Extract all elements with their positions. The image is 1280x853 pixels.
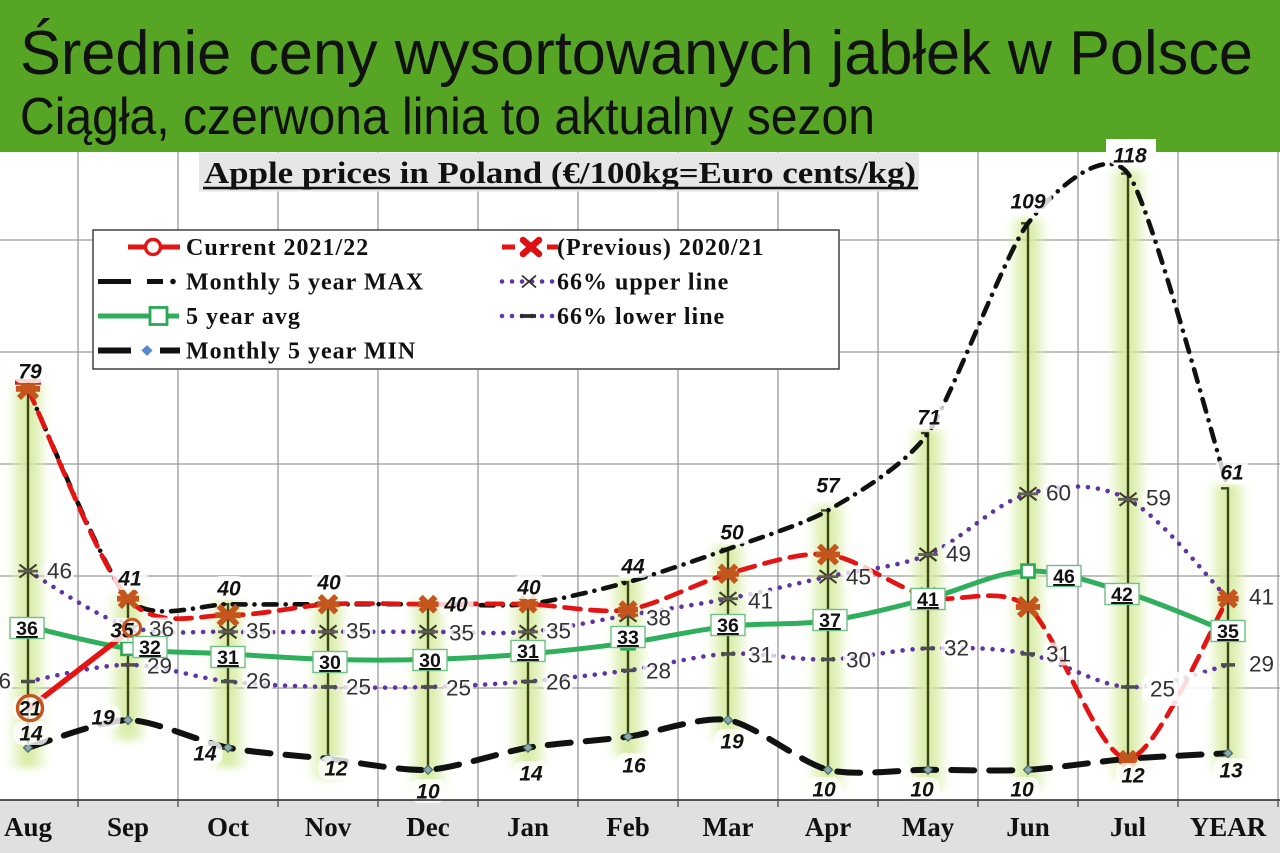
svg-text:40: 40 — [443, 594, 468, 617]
svg-text:12: 12 — [324, 758, 348, 781]
svg-text:Apple prices in Poland (€/100k: Apple prices in Poland (€/100kg=Euro cen… — [204, 155, 916, 190]
svg-text:25: 25 — [1150, 677, 1175, 702]
svg-text:109: 109 — [1010, 191, 1045, 214]
svg-text:40: 40 — [316, 572, 341, 595]
svg-text:10: 10 — [416, 781, 440, 804]
svg-text:26: 26 — [546, 670, 571, 695]
svg-text:31: 31 — [217, 647, 239, 669]
svg-text:10: 10 — [1010, 779, 1034, 802]
svg-text:19: 19 — [720, 731, 744, 754]
svg-text:60: 60 — [1046, 481, 1071, 506]
svg-text:46: 46 — [1053, 566, 1075, 588]
svg-text:5 year avg: 5 year avg — [186, 304, 301, 330]
svg-text:31: 31 — [517, 641, 539, 663]
svg-text:118: 118 — [1113, 145, 1147, 168]
svg-text:Oct: Oct — [207, 812, 249, 842]
svg-text:46: 46 — [47, 559, 72, 584]
svg-text:40: 40 — [216, 578, 241, 601]
svg-text:31: 31 — [1046, 642, 1071, 667]
svg-text:36: 36 — [717, 615, 739, 637]
svg-text:Sep: Sep — [107, 812, 149, 842]
svg-text:Mar: Mar — [703, 812, 754, 842]
svg-text:32: 32 — [139, 637, 161, 659]
svg-text:35: 35 — [110, 620, 134, 643]
svg-text:38: 38 — [646, 606, 671, 631]
svg-text:26: 26 — [246, 669, 271, 694]
svg-text:29: 29 — [1249, 652, 1274, 677]
svg-text:May: May — [902, 812, 955, 842]
svg-text:Monthly 5 year MIN: Monthly 5 year MIN — [186, 339, 416, 365]
svg-text:35: 35 — [449, 621, 474, 646]
svg-text:42: 42 — [1111, 584, 1133, 606]
svg-text:Aug: Aug — [4, 812, 53, 842]
svg-text:Jul: Jul — [1110, 812, 1147, 842]
svg-text:36: 36 — [16, 618, 38, 640]
svg-text:32: 32 — [944, 636, 969, 661]
svg-text:41: 41 — [117, 568, 141, 591]
svg-text:33: 33 — [617, 627, 639, 649]
svg-text:Średnie ceny wysortowanych jab: Średnie ceny wysortowanych jabłek w Pols… — [20, 19, 1253, 88]
svg-text:66% lower line: 66% lower line — [557, 304, 725, 330]
svg-text:25: 25 — [346, 675, 371, 700]
svg-text:37: 37 — [819, 610, 841, 632]
svg-text:14: 14 — [519, 763, 543, 786]
svg-text:31: 31 — [748, 643, 773, 668]
svg-text:(Previous) 2020/21: (Previous) 2020/21 — [557, 235, 765, 261]
svg-text:44: 44 — [620, 556, 645, 579]
svg-text:19: 19 — [91, 707, 115, 730]
svg-text:26: 26 — [0, 669, 11, 694]
svg-text:35: 35 — [346, 619, 371, 644]
svg-text:12: 12 — [1121, 765, 1145, 788]
svg-text:40: 40 — [516, 577, 541, 600]
svg-text:13: 13 — [1219, 760, 1243, 783]
svg-text:30: 30 — [319, 652, 341, 674]
svg-text:41: 41 — [917, 589, 939, 611]
svg-text:30: 30 — [846, 648, 871, 673]
svg-text:57: 57 — [816, 475, 841, 498]
svg-text:59: 59 — [1146, 486, 1171, 511]
svg-text:Ciągła, czerwona linia to aktu: Ciągła, czerwona linia to aktualny sezon — [20, 88, 875, 146]
svg-text:30: 30 — [419, 650, 441, 672]
svg-text:10: 10 — [910, 779, 934, 802]
svg-text:Nov: Nov — [305, 812, 352, 842]
svg-text:16: 16 — [622, 755, 646, 778]
svg-text:14: 14 — [193, 743, 217, 766]
svg-text:41: 41 — [748, 589, 773, 614]
svg-text:35: 35 — [1217, 621, 1239, 643]
svg-text:Monthly 5 year MAX: Monthly 5 year MAX — [186, 270, 424, 296]
svg-text:Feb: Feb — [606, 812, 650, 842]
svg-text:Dec: Dec — [406, 812, 449, 842]
svg-text:10: 10 — [812, 779, 836, 802]
svg-text:28: 28 — [646, 659, 671, 684]
svg-text:21: 21 — [17, 698, 41, 721]
svg-text:79: 79 — [18, 361, 42, 384]
svg-text:45: 45 — [846, 565, 871, 590]
svg-text:14: 14 — [19, 723, 43, 746]
svg-text:35: 35 — [546, 619, 571, 644]
svg-text:66% upper line: 66% upper line — [557, 270, 729, 296]
svg-text:50: 50 — [720, 522, 744, 545]
svg-text:71: 71 — [917, 407, 940, 430]
svg-text:49: 49 — [946, 542, 971, 567]
svg-text:Jun: Jun — [1006, 812, 1050, 842]
svg-text:41: 41 — [1249, 585, 1274, 610]
svg-text:Current 2021/22: Current 2021/22 — [186, 235, 369, 261]
svg-text:25: 25 — [446, 676, 471, 701]
svg-text:35: 35 — [246, 619, 271, 644]
svg-text:61: 61 — [1220, 462, 1243, 485]
svg-text:YEAR: YEAR — [1190, 812, 1267, 842]
svg-text:Jan: Jan — [507, 812, 549, 842]
svg-text:Apr: Apr — [805, 812, 852, 842]
